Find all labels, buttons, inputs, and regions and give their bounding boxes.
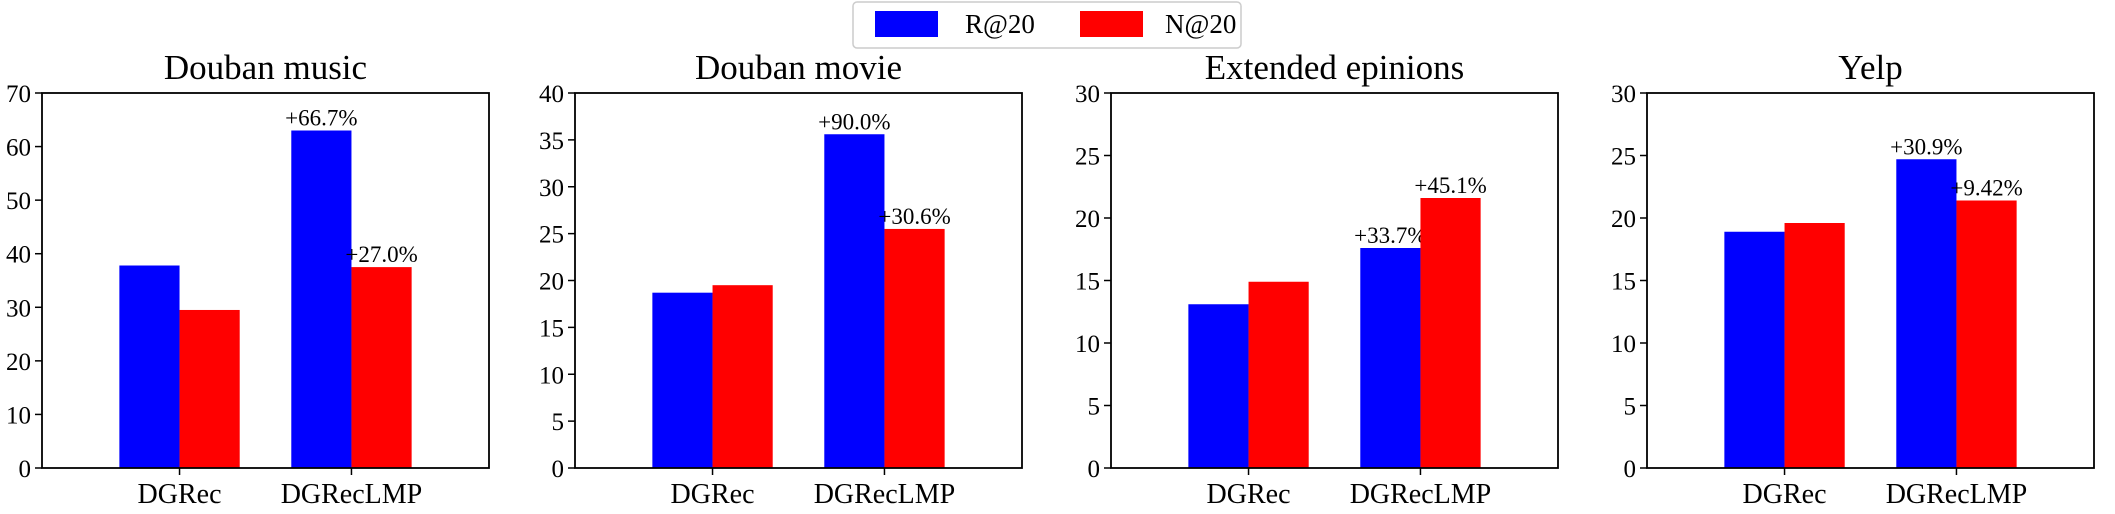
- bar-douban-movie-dgrec-n-20: [712, 285, 773, 468]
- y-tick-label-extended-epinions-5: 5: [1088, 394, 1101, 421]
- bar-annotation-douban-music-dgreclmp-n-20: +27.0%: [345, 242, 417, 267]
- legend-swatch-r20: [875, 11, 938, 37]
- bar-annotation-douban-movie-dgreclmp-r-20: +90.0%: [818, 109, 890, 134]
- x-tick-label-douban-music-dgrec: DGRec: [138, 479, 222, 510]
- bar-extended-epinions-dgreclmp-r-20: [1360, 248, 1421, 468]
- y-tick-label-douban-music-30: 30: [6, 295, 31, 322]
- y-tick-label-douban-movie-15: 15: [539, 315, 564, 342]
- panel-title-extended-epinions: Extended epinions: [1205, 48, 1465, 87]
- y-tick-label-douban-music-0: 0: [19, 456, 32, 483]
- axes-frame-extended-epinions: [1110, 92, 1559, 469]
- bar-douban-movie-dgreclmp-n-20: [884, 228, 945, 468]
- axes-frame-yelp: [1646, 92, 2095, 469]
- bar-extended-epinions-dgrec-r-20: [1188, 304, 1249, 468]
- y-tick-label-douban-movie-25: 25: [539, 222, 564, 249]
- x-tick-label-douban-music-dgreclmp: DGRecLMP: [281, 479, 423, 510]
- panel-title-yelp: Yelp: [1838, 48, 1903, 87]
- y-tick-label-extended-epinions-10: 10: [1075, 331, 1100, 358]
- bar-annotation-yelp-dgreclmp-n-20: +9.42%: [1950, 176, 2022, 201]
- y-tick-label-douban-music-60: 60: [6, 135, 31, 162]
- y-tick-label-yelp-5: 5: [1624, 394, 1637, 421]
- bar-annotation-yelp-dgreclmp-r-20: +30.9%: [1890, 134, 1962, 159]
- bar-douban-music-dgrec-r-20: [119, 265, 180, 468]
- subplot-panels: Douban music DGRec +66.7% +27.0% DGRecLMP 0 10…: [6, 48, 2095, 510]
- bar-douban-music-dgrec-n-20: [179, 309, 240, 468]
- bar-douban-music-dgreclmp-r-20: [291, 130, 352, 468]
- y-tick-label-yelp-0: 0: [1624, 456, 1637, 483]
- panel-title-douban-movie: Douban movie: [695, 48, 902, 87]
- bar-annotation-extended-epinions-dgreclmp-n-20: +45.1%: [1414, 173, 1486, 198]
- bar-douban-music-dgreclmp-n-20: [351, 267, 412, 468]
- y-tick-label-douban-movie-30: 30: [539, 175, 564, 202]
- y-tick-label-douban-music-70: 70: [6, 81, 31, 108]
- axes-frame-douban-music: [41, 92, 490, 469]
- y-tick-label-yelp-20: 20: [1611, 206, 1636, 233]
- panel-douban-music: Douban music DGRec +66.7% +27.0% DGRecLMP 0 10…: [6, 48, 490, 510]
- y-tick-label-douban-movie-20: 20: [539, 269, 564, 296]
- x-tick-label-yelp-dgreclmp: DGRecLMP: [1886, 479, 2028, 510]
- bar-extended-epinions-dgrec-n-20: [1248, 281, 1309, 468]
- panel-douban-movie: Douban movie DGRec +90.0% +30.6% DGRecLMP 0 5 1…: [539, 48, 1023, 510]
- y-tick-label-douban-movie-35: 35: [539, 128, 564, 155]
- panel-yelp: Yelp DGRec +30.9% +9.42% DGRecLMP 0 5 10 15 20 25 3…: [1611, 48, 2095, 510]
- bar-yelp-dgreclmp-r-20: [1896, 159, 1957, 468]
- y-tick-label-douban-movie-10: 10: [539, 362, 564, 389]
- legend-label-r20: R@20: [965, 9, 1035, 39]
- bar-annotation-douban-music-dgreclmp-r-20: +66.7%: [285, 106, 357, 131]
- bar-annotation-extended-epinions-dgreclmp-r-20: +33.7%: [1354, 223, 1426, 248]
- bar-yelp-dgrec-r-20: [1724, 231, 1785, 468]
- y-tick-label-yelp-30: 30: [1611, 81, 1636, 108]
- y-tick-label-douban-movie-0: 0: [552, 456, 565, 483]
- y-tick-label-yelp-25: 25: [1611, 144, 1636, 171]
- y-tick-label-douban-music-10: 10: [6, 402, 31, 429]
- bar-douban-movie-dgrec-r-20: [652, 292, 713, 468]
- y-tick-label-extended-epinions-15: 15: [1075, 269, 1100, 296]
- y-tick-label-yelp-10: 10: [1611, 331, 1636, 358]
- panel-title-douban-music: Douban music: [164, 48, 367, 87]
- legend-label-n20: N@20: [1165, 9, 1236, 39]
- y-tick-label-douban-music-20: 20: [6, 349, 31, 376]
- y-tick-label-douban-movie-5: 5: [552, 409, 565, 436]
- x-tick-label-yelp-dgrec: DGRec: [1743, 479, 1827, 510]
- y-tick-label-douban-movie-40: 40: [539, 81, 564, 108]
- bar-extended-epinions-dgreclmp-n-20: [1420, 198, 1481, 468]
- bar-yelp-dgrec-n-20: [1784, 223, 1845, 468]
- legend: R@20 N@20: [852, 1, 1242, 49]
- legend-box: [852, 1, 1242, 49]
- legend-swatch-n20: [1080, 11, 1143, 37]
- panel-extended-epinions: Extended epinions DGRec +33.7% +45.1% DGRecL…: [1075, 48, 1559, 510]
- x-tick-label-extended-epinions-dgreclmp: DGRecLMP: [1350, 479, 1492, 510]
- y-tick-label-douban-music-50: 50: [6, 188, 31, 215]
- bar-annotation-douban-movie-dgreclmp-n-20: +30.6%: [878, 204, 950, 229]
- bar-douban-movie-dgreclmp-r-20: [824, 134, 885, 468]
- y-tick-label-extended-epinions-30: 30: [1075, 81, 1100, 108]
- x-tick-label-extended-epinions-dgrec: DGRec: [1207, 479, 1291, 510]
- x-tick-label-douban-movie-dgrec: DGRec: [671, 479, 755, 510]
- y-tick-label-douban-music-40: 40: [6, 242, 31, 269]
- axes-frame-douban-movie: [574, 92, 1023, 469]
- bar-yelp-dgreclmp-n-20: [1956, 200, 2017, 468]
- x-tick-label-douban-movie-dgreclmp: DGRecLMP: [814, 479, 956, 510]
- y-tick-label-extended-epinions-20: 20: [1075, 206, 1100, 233]
- y-tick-label-yelp-15: 15: [1611, 269, 1636, 296]
- y-tick-label-extended-epinions-25: 25: [1075, 144, 1100, 171]
- y-tick-label-extended-epinions-0: 0: [1088, 456, 1101, 483]
